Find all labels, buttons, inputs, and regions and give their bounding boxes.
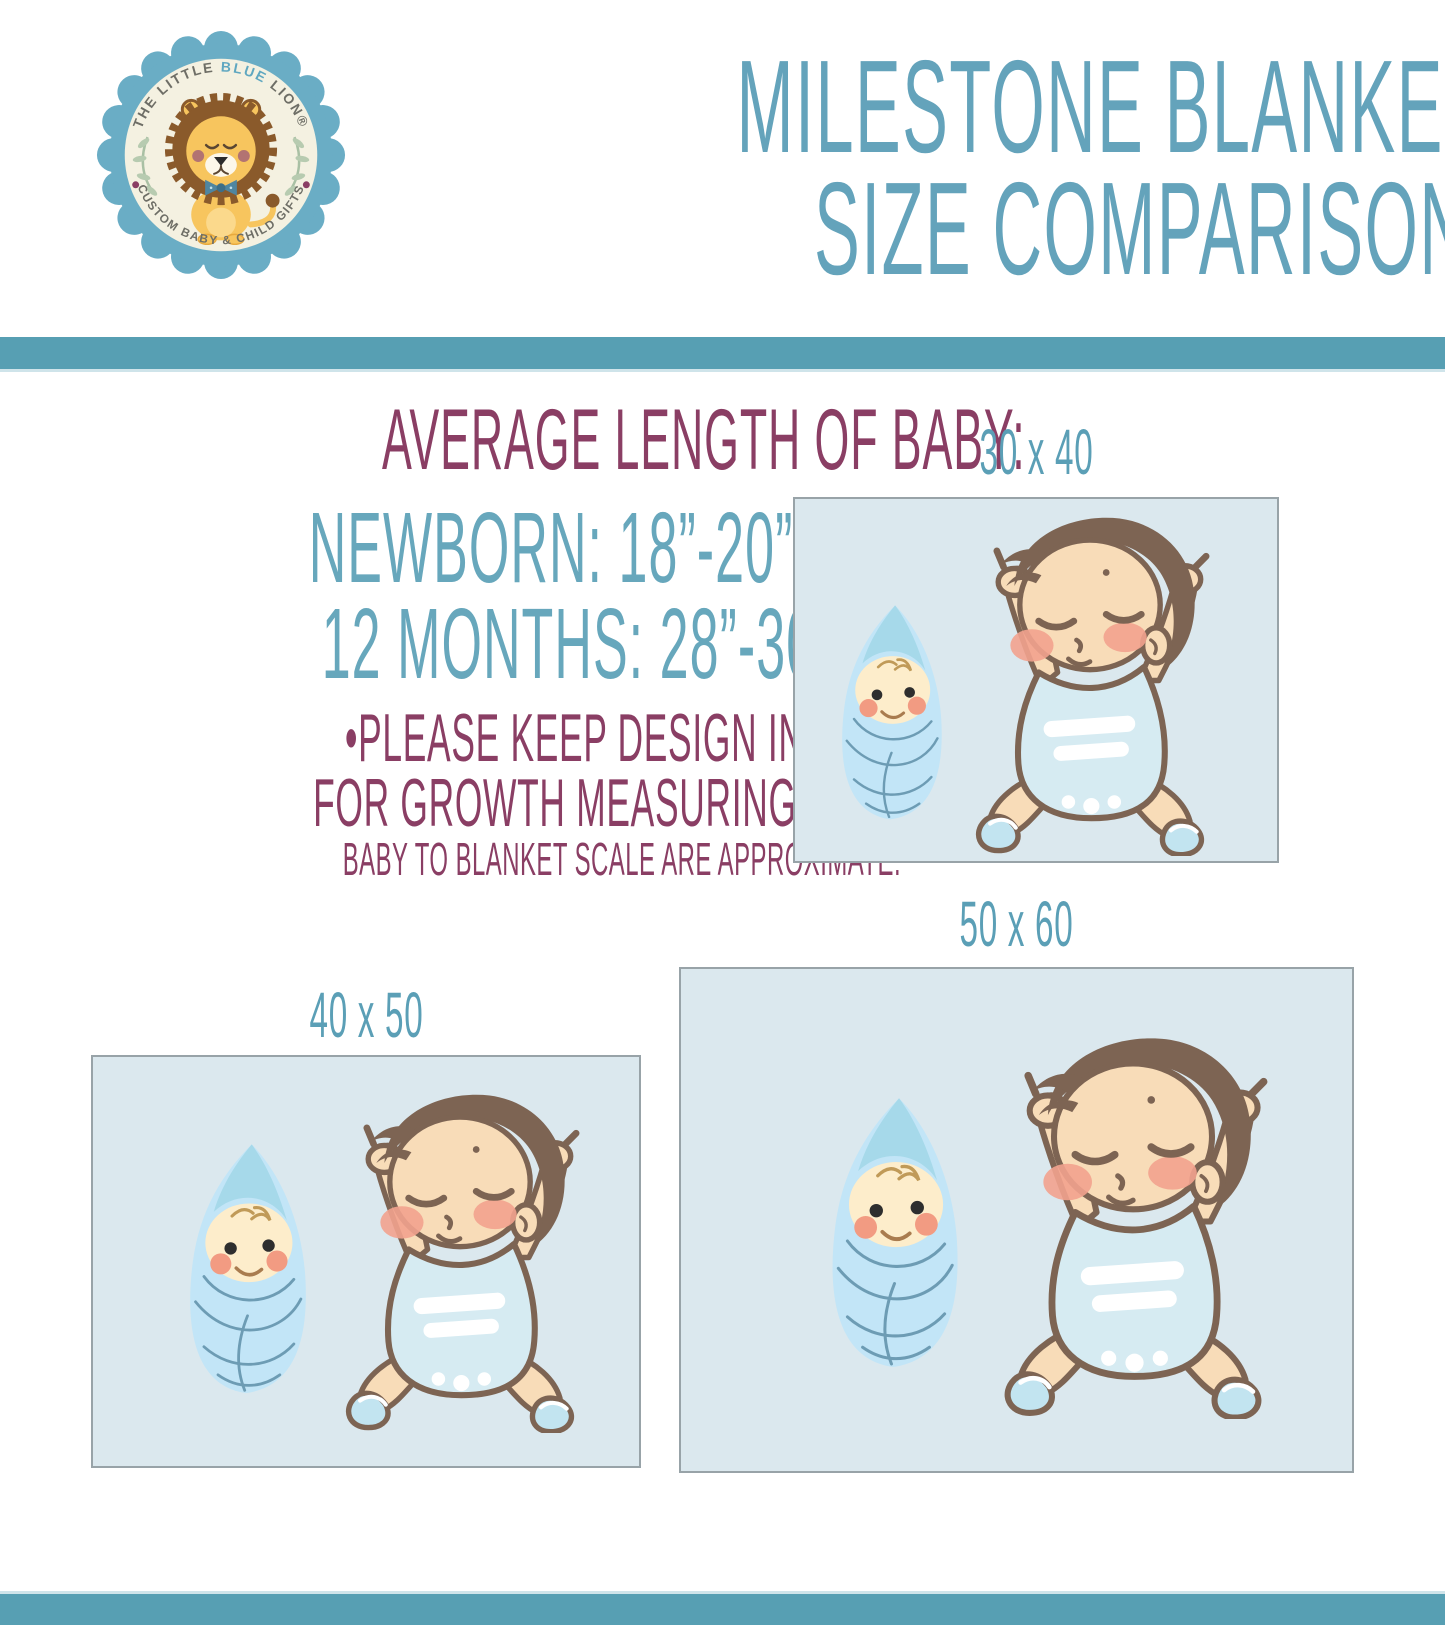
blanket-label-30x40: 30 x 40 — [979, 416, 1093, 488]
blanket-box-50x60 — [679, 967, 1354, 1473]
top-divider-bar — [0, 337, 1445, 372]
blanket-box-40x50 — [91, 1055, 641, 1468]
design-note-line2: FOR GROWTH MEASURING. — [313, 765, 808, 841]
twelve-months-length-line: 12 MONTHS: 28”-30” — [321, 588, 835, 700]
page-title-line2: SIZE COMPARISON CHART — [814, 155, 1445, 302]
lion-illustration — [164, 92, 280, 246]
swaddled-newborn-illustration — [811, 1089, 978, 1393]
scale-disclaimer-line: BABY TO BLANKET SCALE ARE APPROXIMATE. — [342, 833, 902, 885]
page-title-line1: MILESTONE BLANKET — [736, 33, 1445, 180]
laurel-branches — [132, 136, 310, 196]
blanket-label-50x60: 50 x 60 — [959, 888, 1074, 960]
bottom-divider-bar — [0, 1591, 1445, 1625]
swaddled-newborn-illustration — [825, 598, 958, 840]
blanket-box-30x40 — [793, 497, 1279, 863]
info-heading: AVERAGE LENGTH OF BABY: — [382, 392, 1026, 488]
page-title: MILESTONE BLANKET SIZE COMPARISON CHART — [390, 33, 1445, 302]
swaddled-newborn-illustration — [170, 1136, 325, 1417]
design-note-line1: •PLEASE KEEP DESIGN IN MIND — [345, 700, 909, 776]
twelve-month-baby-illustration — [955, 505, 1225, 856]
newborn-length-line: NEWBORN: 18”-20” — [308, 492, 794, 604]
twelve-month-baby-illustration — [325, 1082, 595, 1433]
brand-logo: THE LITTLE BLUE LION® CUSTOM BABY & CHIL… — [96, 30, 346, 280]
blanket-label-40x50: 40 x 50 — [309, 979, 423, 1051]
twelve-month-baby-illustration — [981, 1024, 1285, 1419]
baby-length-info-section: AVERAGE LENGTH OF BABY: NEWBORN: 18”-20”… — [85, 392, 1026, 885]
